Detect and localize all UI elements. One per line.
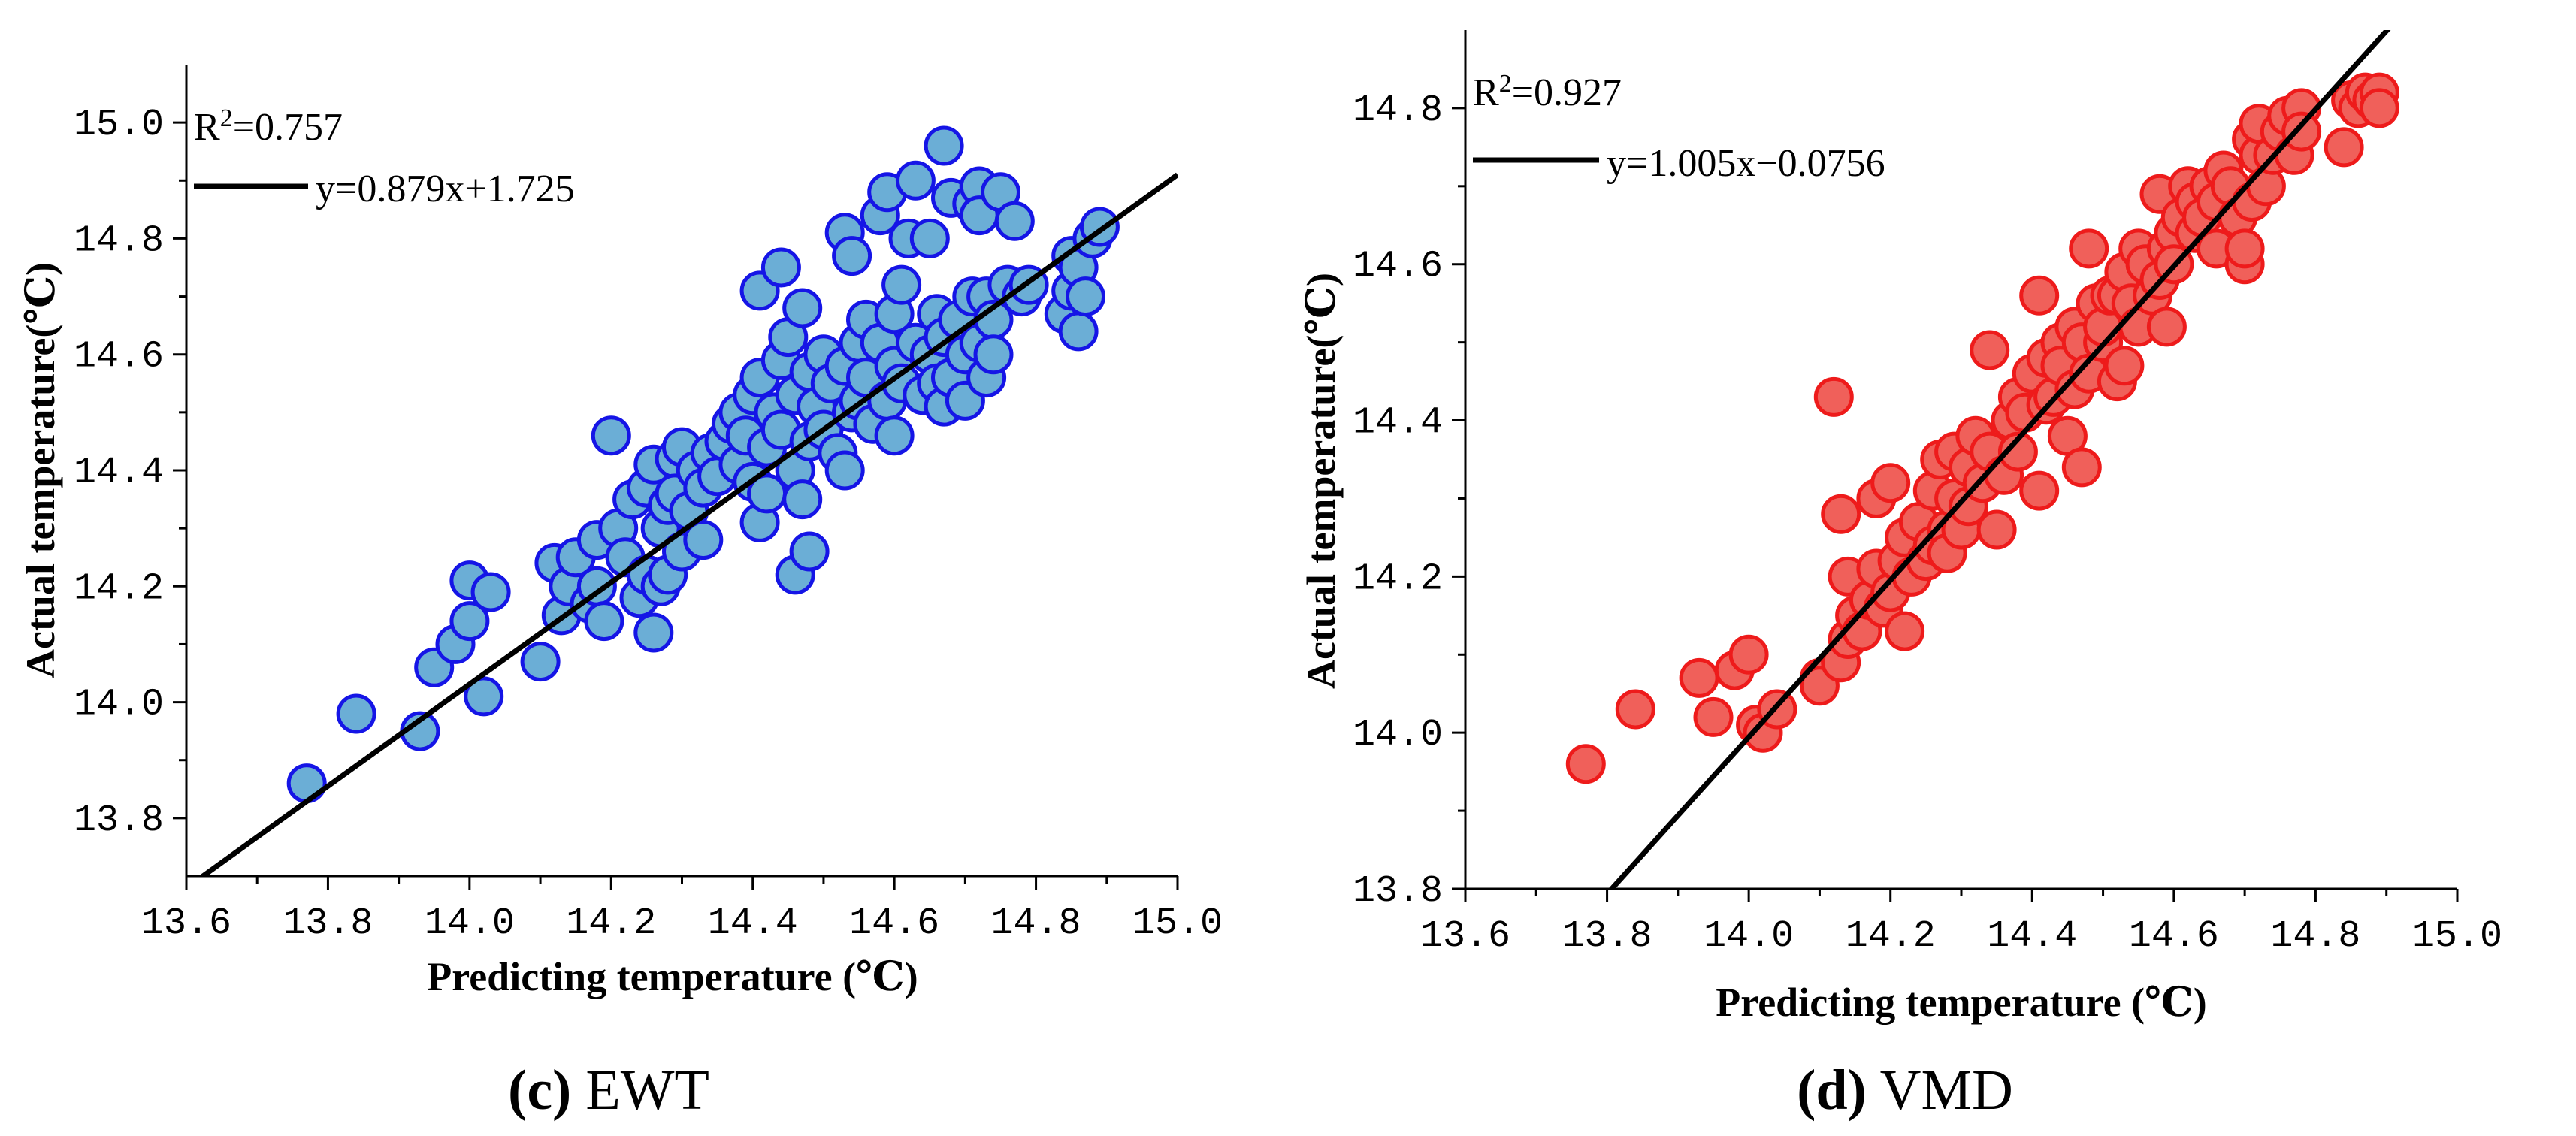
data-point: [584, 601, 624, 642]
data-point: [782, 479, 823, 520]
data-point: [591, 415, 631, 456]
data-point: [2324, 127, 2364, 168]
data-point: [895, 160, 936, 201]
x-tick-label: 15.0: [1132, 902, 1223, 945]
data-point: [924, 125, 964, 166]
y-axis-title: Actual temperature(℃): [1299, 273, 1344, 689]
data-point: [2281, 111, 2322, 152]
fit-equation: y=0.879x+1.725: [316, 168, 575, 210]
fit-equation: y=1.005x−0.0756: [1607, 142, 1885, 185]
data-point: [286, 763, 327, 804]
fit-line: [1608, 30, 2391, 889]
y-tick-label: 14.4: [1353, 402, 1443, 445]
data-point: [1885, 611, 1925, 651]
panel-caption: (c) EWT: [508, 1059, 709, 1122]
x-tick-label: 13.8: [1562, 915, 1652, 958]
data-point: [2224, 228, 2265, 269]
y-tick-label: 14.8: [1353, 89, 1443, 132]
data-point: [1976, 509, 2017, 550]
panel-ewt: 13.6 13.8 14.0 14.2 14.4 14.6 14.8 15.0 13.8 14.0…: [18, 65, 1223, 1122]
data-point: [449, 601, 490, 642]
data-point: [470, 572, 511, 612]
data-point: [2019, 470, 2060, 511]
data-point: [2061, 447, 2102, 488]
data-point: [683, 520, 724, 560]
y-tick-label: 13.8: [74, 799, 164, 842]
x-tick-label: 14.8: [2270, 915, 2360, 958]
x-tick-label: 14.4: [708, 902, 798, 945]
x-tick-label: 14.4: [1987, 915, 2077, 958]
y-tick-label: 14.4: [74, 452, 164, 494]
data-point: [760, 247, 801, 288]
r2-label: R2=0.927: [1473, 70, 1622, 115]
x-tick-label: 14.0: [425, 902, 515, 945]
y-tick-label: 14.0: [1353, 714, 1443, 757]
x-tick-label: 14.2: [566, 902, 656, 945]
data-point: [909, 218, 950, 258]
y-axis-title: Actual temperature(℃): [18, 262, 63, 678]
data-point: [2359, 88, 2399, 128]
data-point: [2019, 275, 2060, 316]
data-point: [2104, 346, 2145, 386]
data-point: [973, 334, 1014, 375]
axis-ticks: 13.6 13.8 14.0 14.2 14.4 14.6 14.8 15.0 13.8 14.0…: [74, 104, 1223, 945]
data-point: [336, 693, 376, 734]
data-point: [464, 676, 504, 717]
data-point: [994, 201, 1035, 241]
data-point: [1679, 657, 1719, 698]
panel-vmd: 13.6 13.8 14.0 14.2 14.4 14.6 14.8 15.013.814.0…: [1299, 30, 2502, 1122]
data-point: [520, 642, 561, 682]
data-point: [789, 531, 830, 572]
y-tick-label: 14.6: [74, 336, 164, 379]
x-tick-label: 13.6: [141, 902, 231, 945]
caption-letter: (d): [1797, 1059, 1867, 1122]
data-point: [874, 415, 915, 456]
y-tick-label: 14.2: [1353, 557, 1443, 600]
data-point: [1565, 744, 1606, 784]
data-point: [1870, 463, 1911, 503]
panel-caption: (d) VMD: [1797, 1059, 2013, 1122]
axis-ticks: 13.6 13.8 14.0 14.2 14.4 14.6 14.8 15.013.814.0…: [1353, 89, 2502, 958]
data-point: [1693, 696, 1734, 737]
x-tick-label: 14.2: [1846, 915, 1936, 958]
data-point: [1821, 494, 1861, 534]
y-tick-label: 14.0: [74, 684, 164, 727]
data-point: [1058, 311, 1099, 352]
y-tick-label: 14.2: [74, 567, 164, 610]
data-point: [1615, 689, 1655, 730]
y-tick-label: 13.8: [1353, 870, 1443, 913]
data-point: [2069, 228, 2109, 269]
data-point: [832, 236, 872, 276]
x-tick-label: 14.8: [991, 902, 1081, 945]
x-axis-title: Predicting temperature (℃): [427, 954, 918, 999]
x-tick-label: 14.6: [2129, 915, 2219, 958]
y-tick-label: 14.6: [1353, 246, 1443, 289]
x-tick-label: 14.0: [1704, 915, 1794, 958]
y-tick-label: 15.0: [74, 104, 164, 147]
caption-letter: (c): [508, 1059, 571, 1122]
data-point: [1066, 276, 1105, 317]
data-point: [1970, 330, 2010, 370]
fit-line: [198, 172, 1178, 876]
scatter-points: [286, 125, 1120, 804]
data-point: [2146, 307, 2187, 347]
data-point: [1728, 634, 1769, 675]
r2-label: R2=0.757: [194, 104, 343, 150]
data-point: [782, 288, 823, 328]
data-point: [824, 450, 865, 491]
x-tick-label: 14.6: [849, 902, 939, 945]
x-tick-label: 15.0: [2412, 915, 2502, 958]
x-axis-title: Predicting temperature (℃): [1716, 980, 2207, 1025]
data-point: [1997, 431, 2038, 472]
y-tick-label: 14.8: [74, 219, 164, 262]
x-tick-label: 13.8: [283, 902, 373, 945]
x-tick-label: 13.6: [1420, 915, 1510, 958]
data-point: [1813, 376, 1854, 417]
data-point: [881, 264, 922, 305]
data-point: [633, 612, 674, 653]
